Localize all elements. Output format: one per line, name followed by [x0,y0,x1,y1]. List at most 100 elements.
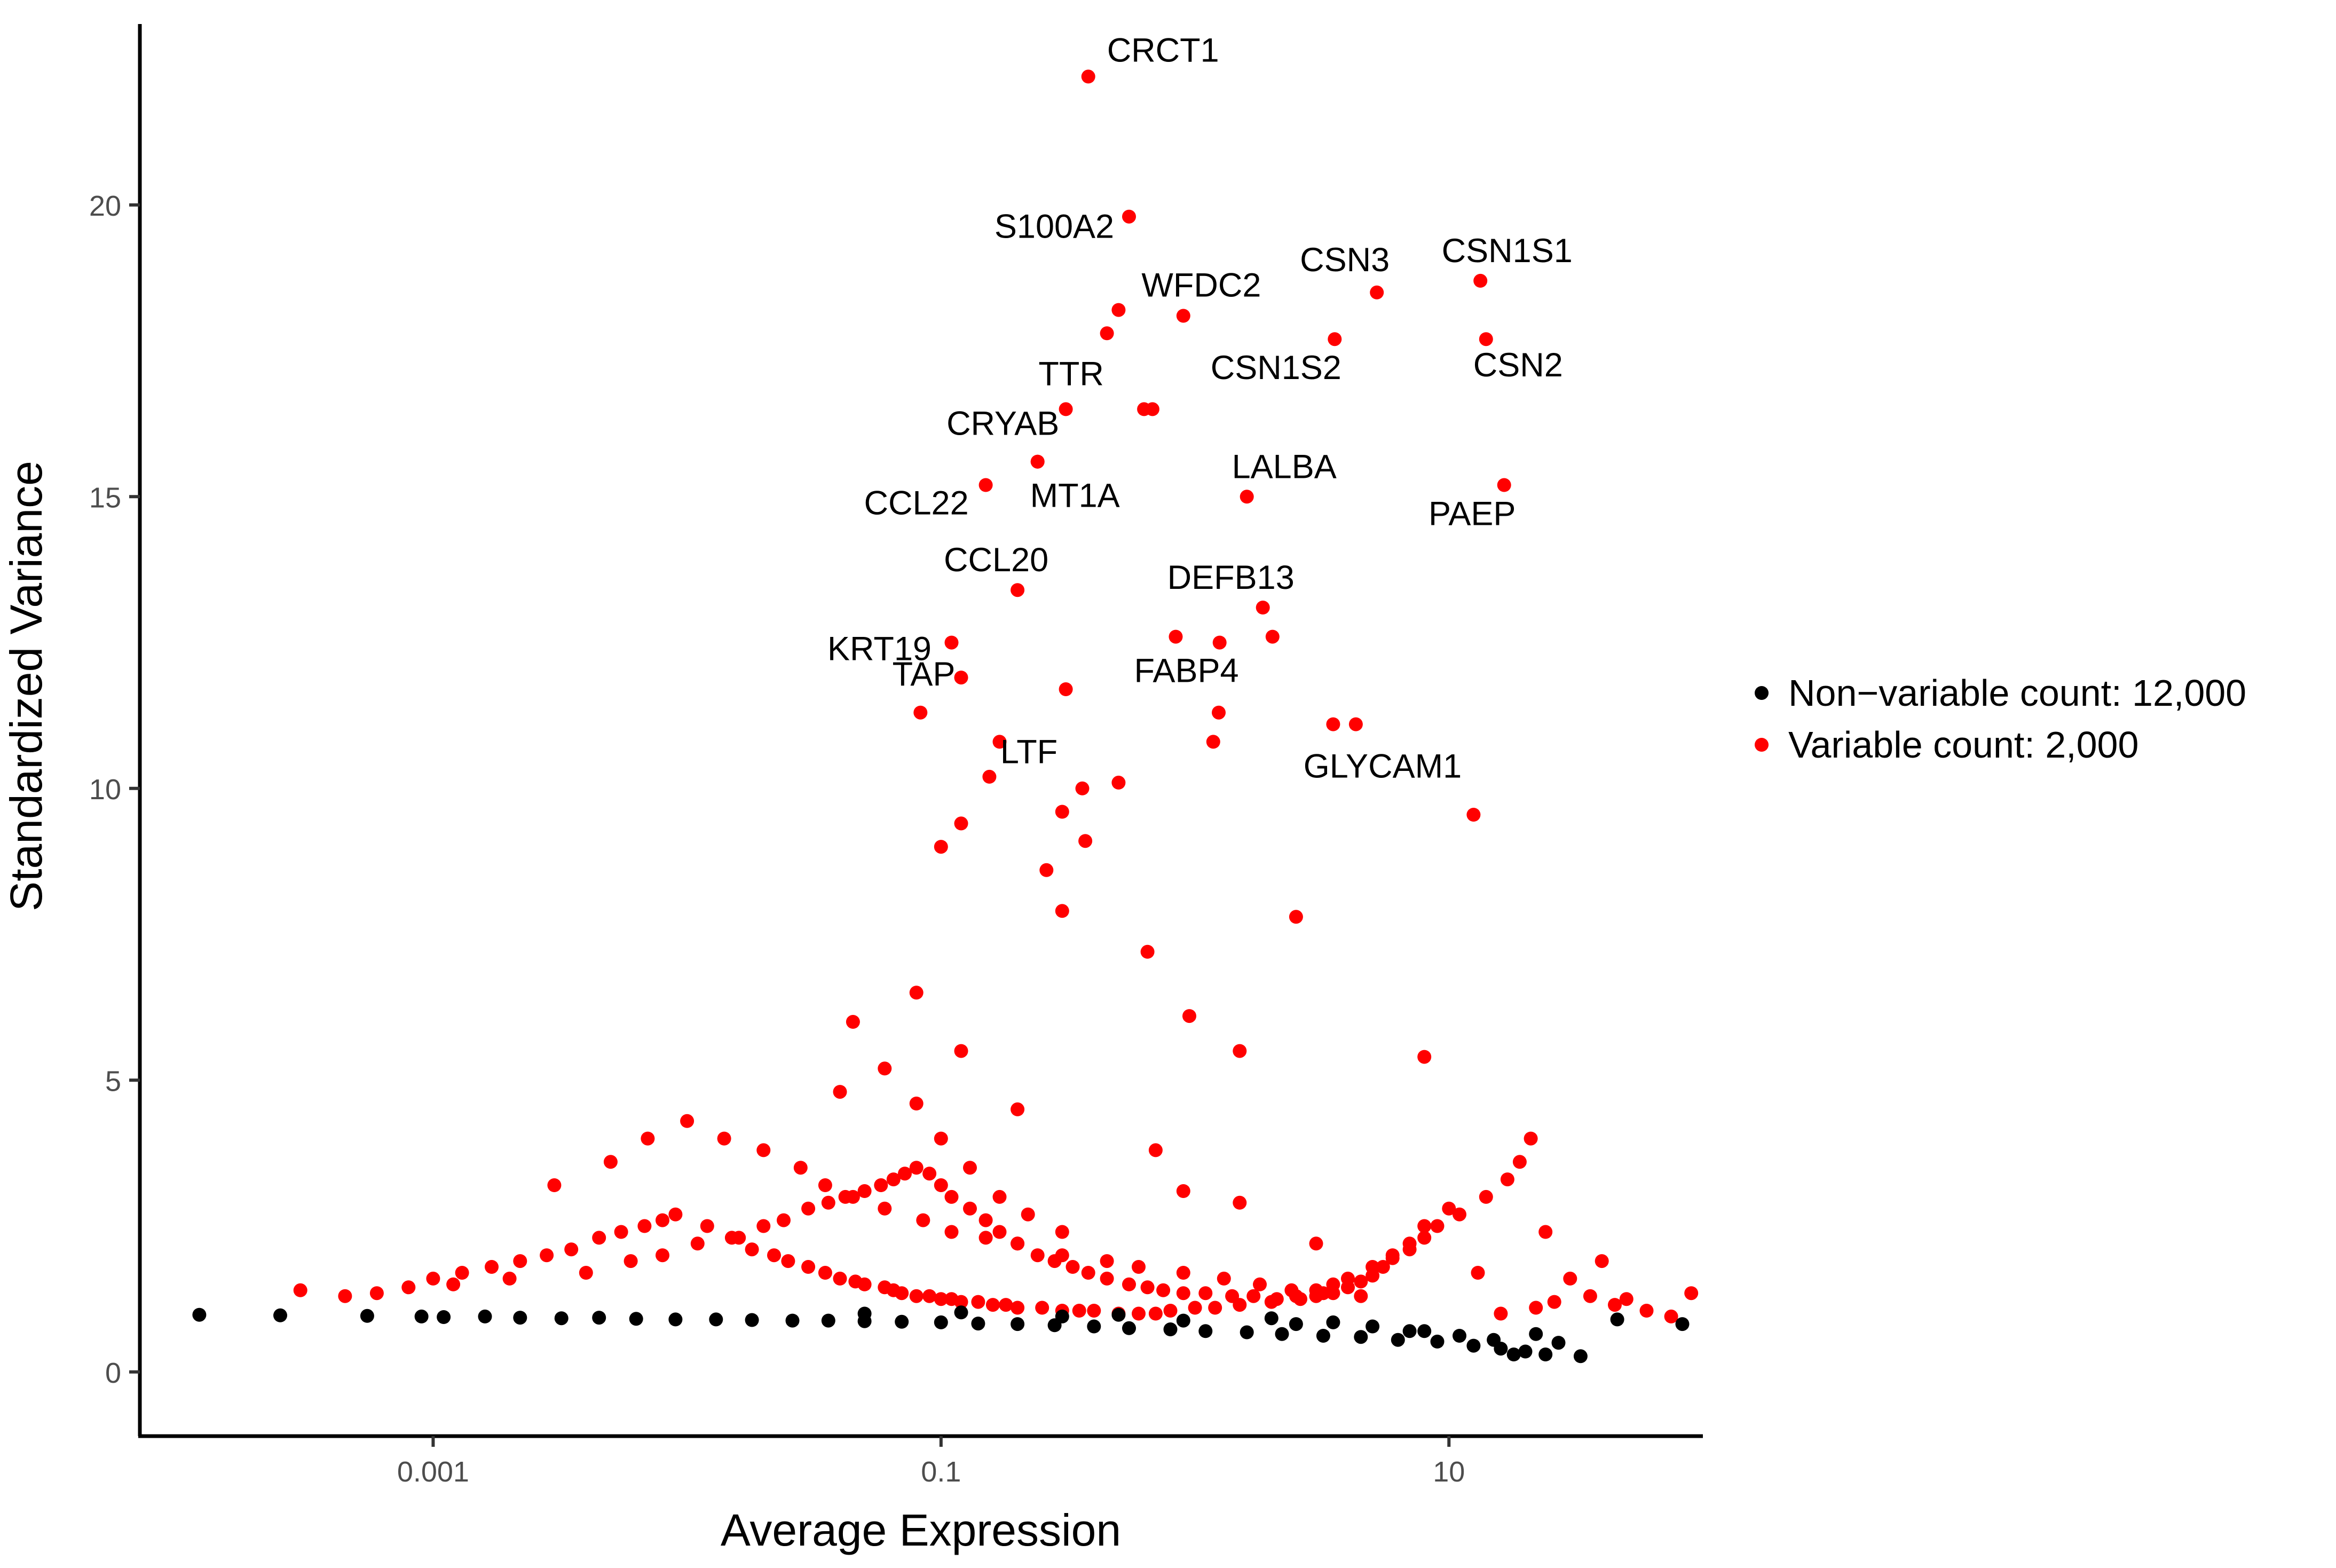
variable-point [1293,1292,1307,1306]
non-variable-point [1055,1309,1069,1323]
variable-point [1066,1260,1080,1274]
variable-point [1366,1268,1380,1283]
variable-point [801,1260,816,1274]
variable-point [1212,635,1227,650]
gene-label-defb13: DEFB13 [1167,559,1295,596]
non-variable-point [1573,1349,1588,1364]
variable-point [1253,1277,1267,1291]
y-tick-label: 20 [89,190,121,222]
non-variable-point [1366,1319,1380,1334]
gene-label-s100a2: S100A2 [995,208,1114,246]
non-variable-point [1354,1330,1368,1344]
gene-label-csn1s2: CSN1S2 [1211,349,1341,387]
non-variable-point [954,1305,968,1320]
variable-point [1326,1286,1340,1301]
non-variable-point [1198,1324,1213,1338]
variable-point [1100,1254,1114,1268]
non-variable-point [629,1312,643,1326]
non-variable-point [1551,1336,1566,1350]
variable-point [1011,1301,1025,1315]
gene-label-wfdc2: WFDC2 [1141,267,1261,304]
variable-point [1212,705,1226,720]
non-variable-point [1176,1313,1190,1328]
non-variable-point [192,1307,207,1322]
variable-point [793,1161,808,1175]
variable-point [992,1225,1007,1239]
variable-point [1011,1236,1025,1251]
gene-label-tap: TAP [893,656,956,693]
gene-label-mt1a: MT1A [1030,477,1120,515]
variable-point [963,1161,977,1175]
variable-point [717,1131,731,1146]
variable-point [700,1219,714,1233]
variable-point [1563,1271,1577,1286]
variable-point [878,1201,892,1216]
variable-point [1269,1292,1284,1306]
variable-point [1529,1301,1543,1315]
variable-point [1417,1050,1432,1064]
highlighted-gene-point [1479,332,1493,346]
non-variable-point [1538,1348,1553,1361]
variable-point [1206,735,1220,749]
axes-layer [138,24,1703,1438]
variable-point [818,1178,832,1192]
variable-point [564,1242,579,1257]
variable-point [1289,910,1303,924]
highlighted-gene-point [1059,402,1073,416]
variable-point [1021,1207,1035,1222]
non-variable-point [785,1313,800,1328]
variable-point [1341,1280,1355,1295]
variable-point [982,769,997,784]
variable-point [898,1167,912,1181]
non-variable-point [709,1312,723,1327]
variable-point [1619,1292,1633,1306]
variable-point [455,1266,469,1280]
variable-point [878,1061,892,1076]
variable-point [909,1161,924,1175]
variable-point [1417,1231,1432,1245]
variable-point [1055,1225,1069,1239]
variable-point [1217,1271,1231,1286]
variable-point [426,1271,440,1286]
variable-point [1233,1044,1247,1058]
variable-point [1188,1301,1202,1315]
variable-point [1208,1301,1222,1315]
y-tick-label: 5 [105,1065,121,1097]
gene-label-krt19: KRT19 [827,631,932,668]
variable-point [1284,1283,1299,1297]
variable-point [1265,629,1280,644]
variable-point [756,1219,771,1233]
variable-point [1140,1280,1155,1295]
non-variable-point [1111,1307,1126,1322]
variable-point [1639,1304,1654,1318]
variable-point [1471,1266,1485,1280]
variable-point [895,1286,909,1301]
non-variable-point [360,1309,374,1323]
highlighted-gene-point [1328,332,1342,346]
non-variable-point [821,1313,835,1328]
variable-point [909,986,924,1000]
variable-point [1309,1236,1323,1251]
variable-point [821,1195,835,1210]
variable-point [540,1248,554,1263]
variable-point [1524,1131,1538,1146]
variable-point [838,1189,853,1204]
variable-point [922,1289,937,1303]
variable-point [1417,1219,1432,1233]
non-variable-point [1529,1327,1543,1341]
variable-point [732,1231,746,1245]
variable-point [1039,863,1054,877]
highlighted-gene-point [992,735,1007,749]
variable-point [1148,1306,1163,1321]
variable-point [668,1207,683,1222]
variable-point [1538,1225,1553,1239]
non-variable-point [1518,1344,1533,1359]
highlighted-gene-point [1111,303,1126,317]
variable-point [401,1280,416,1295]
variable-point [1684,1286,1699,1301]
variable-point [781,1254,795,1268]
non-variable-point [1453,1329,1466,1343]
variable-point [1309,1289,1323,1303]
highlighted-gene-point [1240,490,1254,504]
variable-point [1354,1289,1368,1303]
